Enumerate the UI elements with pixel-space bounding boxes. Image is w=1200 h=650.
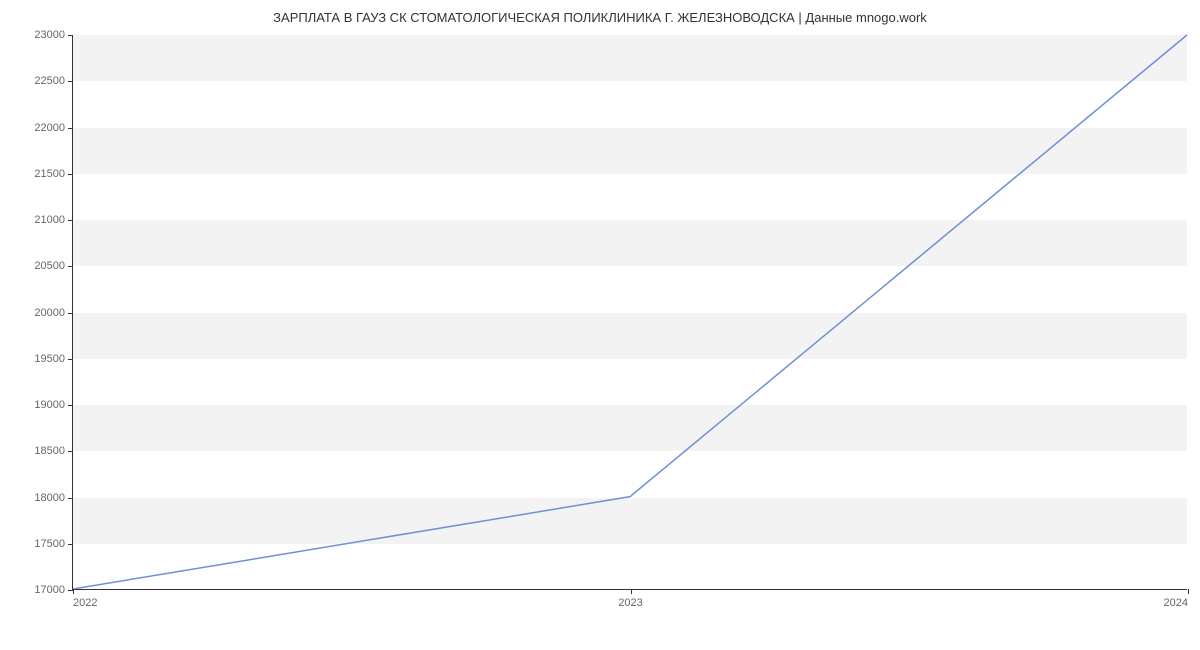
- y-tick-mark: [68, 35, 73, 36]
- x-tick-mark: [73, 589, 74, 594]
- x-tick-mark: [631, 589, 632, 594]
- y-tick-mark: [68, 266, 73, 267]
- chart-container: 1700017500180001850019000195002000020500…: [72, 35, 1187, 590]
- y-tick-mark: [68, 451, 73, 452]
- y-tick-mark: [68, 544, 73, 545]
- y-tick-mark: [68, 220, 73, 221]
- line-path: [73, 35, 1187, 589]
- x-tick-label: 2024: [1164, 589, 1188, 609]
- y-tick-mark: [68, 81, 73, 82]
- x-tick-mark: [1188, 589, 1189, 594]
- plot-area: 1700017500180001850019000195002000020500…: [72, 35, 1187, 590]
- x-tick-label: 2022: [73, 589, 97, 609]
- y-tick-mark: [68, 313, 73, 314]
- chart-title: ЗАРПЛАТА В ГАУЗ СК СТОМАТОЛОГИЧЕСКАЯ ПОЛ…: [0, 0, 1200, 25]
- y-tick-mark: [68, 128, 73, 129]
- y-tick-mark: [68, 359, 73, 360]
- y-tick-mark: [68, 405, 73, 406]
- y-tick-mark: [68, 174, 73, 175]
- y-tick-mark: [68, 498, 73, 499]
